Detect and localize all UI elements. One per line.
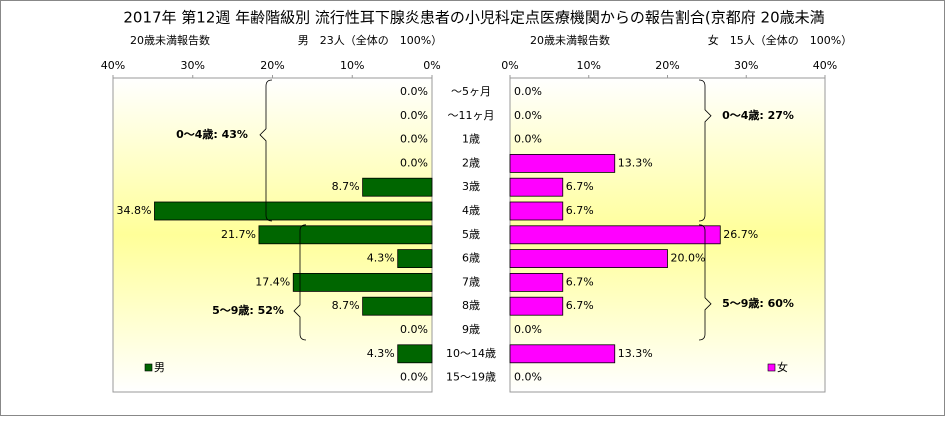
value-label: 0.0% (514, 133, 542, 146)
value-label: 26.7% (723, 228, 758, 241)
bar (258, 225, 433, 245)
x-tick-label: 20% (655, 59, 679, 72)
bar (509, 296, 564, 316)
bracket (259, 79, 273, 222)
value-label: 8.7% (332, 299, 360, 312)
bracket (293, 224, 307, 341)
bar (397, 344, 433, 364)
value-label: 0.0% (400, 133, 428, 146)
y-tick-label: 15～19歳 (446, 371, 496, 384)
y-tick-label: 7歳 (462, 275, 480, 288)
y-tick-label: ～5ヶ月 (451, 85, 491, 98)
value-label: 0.0% (514, 323, 542, 336)
bar (362, 296, 433, 316)
value-label: 6.7% (566, 180, 594, 193)
value-label: 0.0% (400, 85, 428, 98)
legend-label: 男 (154, 361, 165, 374)
x-tick-label: 30% (181, 59, 205, 72)
y-tick-label: 3歳 (462, 180, 480, 193)
annotation: 0～4歳: 27% (722, 108, 794, 122)
y-tick-label: 10～14歳 (446, 347, 496, 360)
legend-swatch (767, 363, 776, 372)
bar (154, 201, 433, 221)
value-label: 0.0% (514, 371, 542, 384)
x-tick-label: 0% (501, 59, 518, 72)
x-tick-label: 10% (577, 59, 601, 72)
bar (509, 344, 616, 364)
x-tick-label: 0% (423, 59, 440, 72)
annotation: 0～4歳: 43% (176, 127, 248, 141)
bar (397, 249, 433, 269)
bar (509, 225, 721, 245)
value-label: 6.7% (566, 299, 594, 312)
bar (509, 249, 668, 269)
value-label: 0.0% (400, 371, 428, 384)
y-tick-label: 8歳 (462, 299, 480, 312)
legend-label: 女 (777, 360, 788, 374)
bracket (698, 224, 712, 341)
bar (509, 201, 564, 221)
value-label: 0.0% (400, 323, 428, 336)
value-label: 4.3% (367, 252, 395, 265)
annotation: 5～9歳: 60% (722, 296, 794, 310)
y-tick-label: 4歳 (462, 204, 480, 217)
y-tick-label: 9歳 (462, 323, 480, 336)
value-label: 6.7% (566, 275, 594, 288)
value-label: 17.4% (255, 275, 290, 288)
value-label: 13.3% (618, 156, 653, 169)
panel-label: 男 23人（全体の 100%） (298, 33, 442, 47)
bracket (698, 79, 712, 222)
y-tick-label: 2歳 (462, 156, 480, 169)
x-tick-label: 10% (340, 59, 364, 72)
value-label: 4.3% (367, 347, 395, 360)
bar (362, 177, 433, 197)
annotation: 5～9歳: 52% (212, 303, 284, 317)
x-tick-label: 40% (101, 59, 125, 72)
y-tick-label: 1歳 (462, 133, 480, 146)
x-tick-label: 30% (734, 59, 758, 72)
bar (509, 177, 564, 197)
x-tick-label: 20% (260, 59, 284, 72)
panel-label: 20歳未満報告数 (130, 34, 210, 47)
value-label: 0.0% (514, 85, 542, 98)
bar (292, 272, 433, 292)
value-label: 0.0% (400, 156, 428, 169)
value-label: 13.3% (618, 347, 653, 360)
x-tick-label: 40% (813, 59, 837, 72)
value-label: 6.7% (566, 204, 594, 217)
value-label: 0.0% (514, 109, 542, 122)
y-tick-label: 6歳 (462, 252, 480, 265)
value-label: 21.7% (221, 228, 256, 241)
chart-title: 2017年 第12週 年齢階級別 流行性耳下腺炎患者の小児科定点医療機関からの報… (123, 9, 824, 27)
bar (509, 272, 564, 292)
value-label: 20.0% (671, 252, 706, 265)
panel-label: 女 15人（全体の 100%） (708, 33, 852, 47)
panel-label: 20歳未満報告数 (530, 34, 610, 47)
value-label: 8.7% (332, 180, 360, 193)
y-tick-label: 5歳 (462, 228, 480, 241)
legend-swatch (144, 363, 153, 372)
bar (509, 153, 616, 173)
y-tick-label: ～11ヶ月 (448, 109, 495, 122)
value-label: 0.0% (400, 109, 428, 122)
value-label: 34.8% (117, 204, 152, 217)
